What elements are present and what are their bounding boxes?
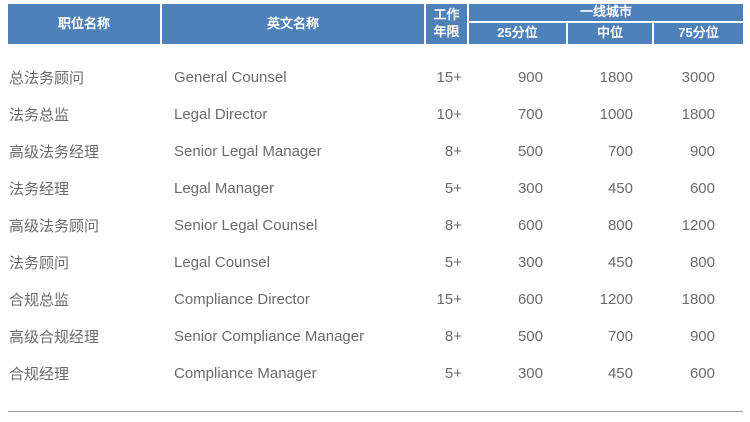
p25-cell: 500 xyxy=(517,327,543,345)
p25-cell: 500 xyxy=(517,142,543,160)
p75-cell: 600 xyxy=(689,364,715,382)
english-cell: Compliance Director xyxy=(174,290,310,308)
table-header: 职位名称 英文名称 工作年限 一线城市 25分位 中位 75分位 xyxy=(8,4,743,44)
table-row: 总法务顾问 General Counsel 15+ 900 1800 3000 xyxy=(8,44,743,96)
english-cell: Compliance Manager xyxy=(174,364,317,382)
header-cell-years: 工作年限 xyxy=(424,4,468,44)
header-cell-median: 中位 xyxy=(566,21,653,44)
english-cell: General Counsel xyxy=(174,68,287,86)
median-cell: 1800 xyxy=(599,68,633,86)
p25-cell: 300 xyxy=(517,253,543,271)
years-cell: 5+ xyxy=(444,253,462,271)
header-cell-p75: 75分位 xyxy=(652,21,743,44)
p75-cell: 1800 xyxy=(681,105,715,123)
english-cell: Senior Legal Manager xyxy=(174,142,322,160)
table-body: 总法务顾问 General Counsel 15+ 900 1800 3000 … xyxy=(8,44,743,392)
header-cell-p25: 25分位 xyxy=(467,21,567,44)
table-row: 法务顾问 Legal Counsel 5+ 300 450 800 xyxy=(8,244,743,281)
years-cell: 5+ xyxy=(444,364,462,382)
english-cell: Legal Manager xyxy=(174,179,275,197)
p25-cell: 300 xyxy=(517,179,543,197)
english-cell: Legal Counsel xyxy=(174,253,270,271)
position-cell: 合规总监 xyxy=(9,291,70,309)
position-cell: 法务顾问 xyxy=(9,254,70,272)
header-cell-city-group: 一线城市 xyxy=(467,4,743,23)
median-cell: 450 xyxy=(607,179,633,197)
p75-cell: 1200 xyxy=(681,216,715,234)
header-cell-position: 职位名称 xyxy=(8,4,161,44)
english-cell: Senior Compliance Manager xyxy=(174,327,365,345)
position-cell: 高级法务顾问 xyxy=(9,217,100,235)
p75-cell: 900 xyxy=(689,327,715,345)
median-cell: 800 xyxy=(607,216,633,234)
table-row: 法务经理 Legal Manager 5+ 300 450 600 xyxy=(8,170,743,207)
p25-cell: 900 xyxy=(517,68,543,86)
median-cell: 1200 xyxy=(599,290,633,308)
position-cell: 高级法务经理 xyxy=(9,143,100,161)
p25-cell: 300 xyxy=(517,364,543,382)
median-cell: 700 xyxy=(607,327,633,345)
table-row: 法务总监 Legal Director 10+ 700 1000 1800 xyxy=(8,96,743,133)
salary-table-container: 职位名称 英文名称 工作年限 一线城市 25分位 中位 75分位 总法务顾问 G… xyxy=(8,4,743,412)
median-cell: 1000 xyxy=(599,105,633,123)
years-cell: 10+ xyxy=(436,105,462,123)
position-cell: 法务经理 xyxy=(9,180,70,198)
salary-table: 职位名称 英文名称 工作年限 一线城市 25分位 中位 75分位 总法务顾问 G… xyxy=(8,4,743,392)
table-row: 高级法务经理 Senior Legal Manager 8+ 500 700 9… xyxy=(8,133,743,170)
bottom-divider xyxy=(8,410,743,412)
p75-cell: 3000 xyxy=(681,68,715,86)
years-cell: 8+ xyxy=(444,327,462,345)
p75-cell: 800 xyxy=(689,253,715,271)
english-cell: Legal Director xyxy=(174,105,268,123)
years-cell: 15+ xyxy=(436,290,462,308)
median-cell: 450 xyxy=(607,364,633,382)
median-cell: 700 xyxy=(607,142,633,160)
p25-cell: 600 xyxy=(517,290,543,308)
position-cell: 高级合规经理 xyxy=(9,328,100,346)
table-row: 高级合规经理 Senior Compliance Manager 8+ 500 … xyxy=(8,318,743,355)
years-cell: 8+ xyxy=(444,216,462,234)
table-row: 合规总监 Compliance Director 15+ 600 1200 18… xyxy=(8,281,743,318)
table-row: 高级法务顾问 Senior Legal Counsel 8+ 600 800 1… xyxy=(8,207,743,244)
p25-cell: 600 xyxy=(517,216,543,234)
p25-cell: 700 xyxy=(517,105,543,123)
p75-cell: 600 xyxy=(689,179,715,197)
years-cell: 8+ xyxy=(444,142,462,160)
header-cell-english: 英文名称 xyxy=(160,4,425,44)
english-cell: Senior Legal Counsel xyxy=(174,216,318,234)
position-cell: 合规经理 xyxy=(9,365,70,383)
p75-cell: 1800 xyxy=(681,290,715,308)
table-row: 合规经理 Compliance Manager 5+ 300 450 600 xyxy=(8,355,743,392)
median-cell: 450 xyxy=(607,253,633,271)
years-cell: 15+ xyxy=(436,68,462,86)
position-cell: 法务总监 xyxy=(9,106,70,124)
years-cell: 5+ xyxy=(444,179,462,197)
p75-cell: 900 xyxy=(689,142,715,160)
position-cell: 总法务顾问 xyxy=(9,69,85,87)
